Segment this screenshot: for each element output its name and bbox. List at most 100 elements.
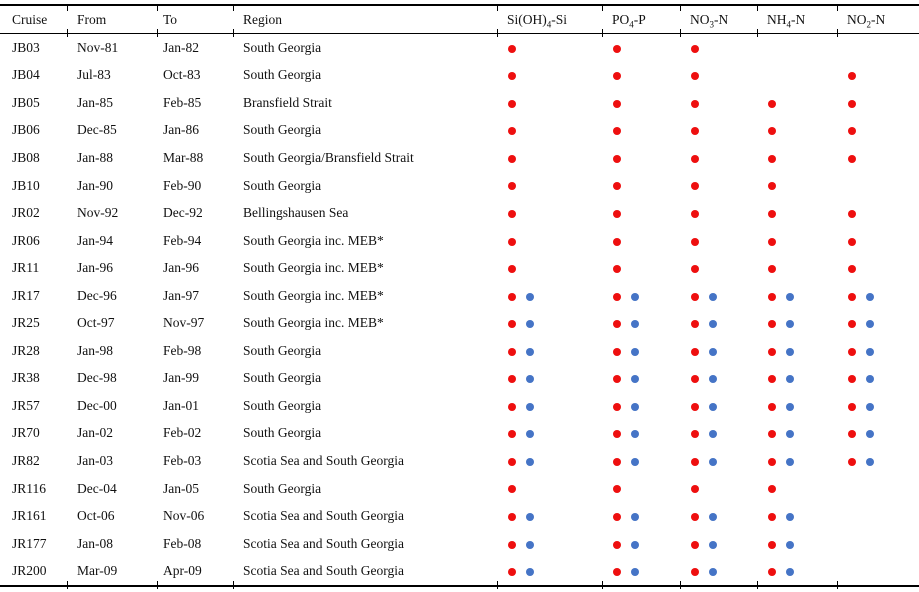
blue-dot-icon (526, 402, 534, 411)
nitrate-markers-cell (680, 282, 757, 310)
from-cell: Jan-88 (77, 149, 113, 165)
blue-dot-icon (709, 292, 717, 301)
blue-dot-icon (631, 402, 639, 411)
ammonium-markers-cell (757, 530, 837, 558)
phosphate-markers-cell (602, 144, 680, 172)
silicate-markers-cell (497, 227, 602, 255)
red-dot-icon (691, 44, 699, 53)
red-dot-icon (508, 237, 516, 246)
red-dot-icon (691, 320, 699, 329)
table-row: JR177 Jan-08 Feb-08 Scotia Sea and South… (0, 530, 919, 558)
from-cell: Jul-83 (77, 67, 111, 83)
region-cell: South Georgia inc. MEB* (243, 260, 384, 276)
red-dot-icon (768, 512, 776, 521)
nitrite-markers-cell (837, 502, 919, 530)
nitrite-markers-cell (837, 199, 919, 227)
nitrate-markers-cell (680, 254, 757, 282)
to-cell: Feb-03 (163, 452, 202, 468)
blue-dot-icon (631, 347, 639, 356)
silicate-markers-cell (497, 144, 602, 172)
blue-dot-icon (526, 292, 534, 301)
region-cell: South Georgia inc. MEB* (243, 287, 384, 303)
cruise-cell: JR57 (12, 397, 40, 413)
region-cell: South Georgia (243, 425, 322, 441)
red-dot-icon (613, 568, 621, 577)
red-dot-icon (613, 237, 621, 246)
table-row: JB08 Jan-88 Mar-88 South Georgia/Bransfi… (0, 144, 919, 172)
to-cell: Dec-92 (163, 205, 203, 221)
red-dot-icon (508, 292, 516, 301)
table-row: JB04 Jul-83 Oct-83 South Georgia (0, 62, 919, 90)
header-text: NH (767, 11, 787, 27)
red-dot-icon (691, 127, 699, 136)
red-dot-icon (508, 347, 516, 356)
table-row: JR161 Oct-06 Nov-06 Scotia Sea and South… (0, 502, 919, 530)
from-cell: Jan-96 (77, 260, 113, 276)
header-subscript: 4 (629, 19, 634, 30)
cruise-cell: JB03 (12, 39, 40, 55)
column-boundary-tick (157, 29, 158, 37)
nitrate-markers-cell (680, 420, 757, 448)
table-row: JR57 Dec-00 Jan-01 South Georgia (0, 392, 919, 420)
red-dot-icon (508, 127, 516, 136)
region-cell: South Georgia (243, 122, 322, 138)
blue-dot-icon (866, 402, 874, 411)
nitrate-markers-cell (680, 144, 757, 172)
cruise-cell: JR200 (12, 563, 47, 579)
silicate-markers-cell (497, 34, 602, 62)
cruise-cell: JR06 (12, 232, 40, 248)
blue-dot-icon (709, 540, 717, 549)
ammonium-markers-cell (757, 282, 837, 310)
to-cell: Jan-86 (163, 122, 199, 138)
red-dot-icon (768, 430, 776, 439)
blue-dot-icon (709, 430, 717, 439)
silicate-markers-cell (497, 172, 602, 200)
red-dot-icon (508, 72, 516, 81)
nitrite-markers-cell (837, 282, 919, 310)
red-dot-icon (768, 320, 776, 329)
cruise-cell: JB10 (12, 177, 40, 193)
column-boundary-tick (602, 6, 603, 11)
red-dot-icon (691, 209, 699, 218)
red-dot-icon (768, 99, 776, 108)
blue-dot-icon (526, 568, 534, 577)
blue-dot-icon (631, 540, 639, 549)
nitrite-markers-cell (837, 557, 919, 586)
phosphate-markers-cell (602, 282, 680, 310)
nitrite-markers-cell (837, 172, 919, 200)
blue-dot-icon (786, 402, 794, 411)
blue-dot-icon (866, 375, 874, 384)
header-subscript: 3 (709, 19, 715, 30)
region-cell: South Georgia (243, 39, 322, 55)
red-dot-icon (691, 72, 699, 81)
nitrite-markers-cell (837, 89, 919, 117)
red-dot-icon (848, 209, 856, 218)
col-header-nitrite: NO2-N (837, 5, 919, 34)
nitrate-markers-cell (680, 475, 757, 503)
column-boundary-tick (757, 581, 758, 589)
col-header-cruise: Cruise (0, 5, 67, 34)
cruise-cell: JR17 (12, 287, 40, 303)
cruise-cell: JR11 (12, 260, 40, 276)
header-text: -P (633, 11, 646, 27)
blue-dot-icon (786, 347, 794, 356)
red-dot-icon (691, 99, 699, 108)
cruise-nutrient-table: Cruise From To Region Si(OH)4-Si PO4-P N… (0, 4, 919, 587)
region-cell: Scotia Sea and South Georgia (243, 508, 404, 524)
to-cell: Feb-85 (163, 94, 202, 110)
ammonium-markers-cell (757, 144, 837, 172)
cruise-cell: JR161 (12, 508, 47, 524)
red-dot-icon (508, 402, 516, 411)
blue-dot-icon (631, 292, 639, 301)
blue-dot-icon (866, 457, 874, 466)
silicate-markers-cell (497, 392, 602, 420)
phosphate-markers-cell (602, 117, 680, 145)
phosphate-markers-cell (602, 530, 680, 558)
to-cell: Jan-01 (163, 397, 199, 413)
silicate-markers-cell (497, 254, 602, 282)
region-cell: Scotia Sea and South Georgia (243, 452, 404, 468)
blue-dot-icon (631, 375, 639, 384)
red-dot-icon (768, 292, 776, 301)
cruise-cell: JB04 (12, 67, 40, 83)
from-cell: Dec-98 (77, 370, 117, 386)
